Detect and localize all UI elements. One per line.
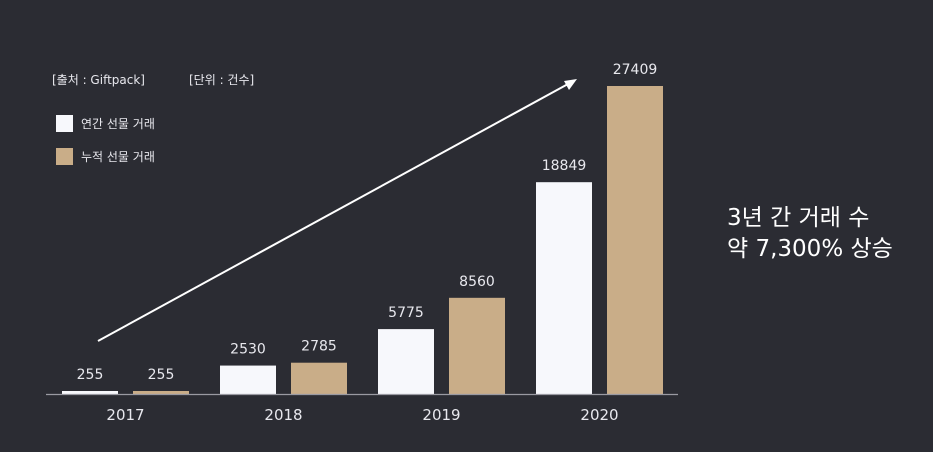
bar-cumulative-2017 bbox=[133, 391, 189, 394]
data-label-annual-2020: 18849 bbox=[542, 158, 587, 174]
x-tick-label-2018: 2018 bbox=[264, 406, 302, 424]
data-label-cumulative-2019: 8560 bbox=[459, 274, 495, 290]
unit-note: [단위 : 건수] bbox=[189, 73, 255, 87]
data-label-cumulative-2018: 2785 bbox=[301, 339, 337, 355]
data-label-cumulative-2017: 255 bbox=[148, 367, 175, 383]
trend-arrow-head bbox=[564, 79, 577, 90]
bar-annual-2017 bbox=[62, 391, 118, 394]
data-label-annual-2018: 2530 bbox=[230, 342, 266, 358]
data-label-annual-2017: 255 bbox=[77, 367, 104, 383]
legend-label-cumulative: 누적 선물 거래 bbox=[81, 149, 155, 164]
legend-item-annual: 연간 선물 거래 bbox=[56, 113, 155, 133]
legend-swatch-cumulative bbox=[56, 147, 73, 165]
bar-annual-2020 bbox=[536, 182, 592, 394]
headline-line-2: 약 7,300% 상승 bbox=[727, 236, 893, 262]
legend-label-annual: 연간 선물 거래 bbox=[81, 116, 155, 131]
headline: 3년 간 거래 수 약 7,300% 상승 bbox=[727, 203, 893, 265]
x-tick-label-2019: 2019 bbox=[422, 406, 460, 424]
headline-line-1: 3년 간 거래 수 bbox=[727, 205, 870, 231]
data-label-cumulative-2020: 27409 bbox=[613, 62, 658, 78]
bar-annual-2018 bbox=[220, 365, 276, 394]
data-label-annual-2019: 5775 bbox=[388, 305, 424, 321]
legend: 연간 선물 거래 누적 선물 거래 bbox=[56, 113, 155, 179]
bar-cumulative-2020 bbox=[607, 86, 663, 394]
x-tick-label-2020: 2020 bbox=[580, 406, 618, 424]
bar-cumulative-2019 bbox=[449, 297, 505, 394]
source-note: [출처 : Giftpack] bbox=[52, 73, 145, 87]
x-tick-label-2017: 2017 bbox=[106, 406, 144, 424]
legend-swatch-annual bbox=[56, 114, 73, 132]
bar-annual-2019 bbox=[378, 329, 434, 394]
trend-arrow-line bbox=[97, 83, 569, 342]
legend-item-cumulative: 누적 선물 거래 bbox=[56, 146, 155, 166]
bar-cumulative-2018 bbox=[291, 362, 347, 394]
